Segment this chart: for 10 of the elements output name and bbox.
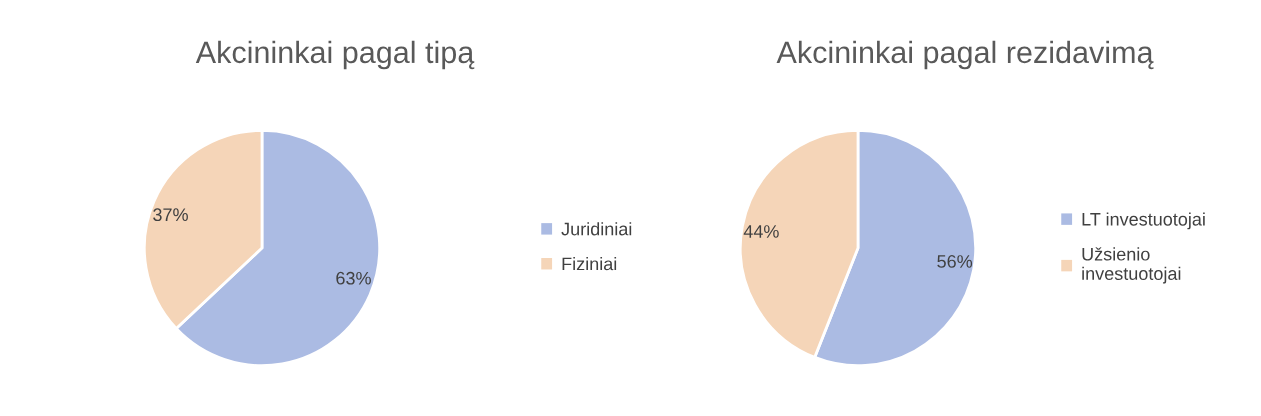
data-label: 56% <box>937 255 973 268</box>
data-label: 44% <box>743 225 779 238</box>
legend-label: LT investuotojai <box>1082 212 1205 230</box>
chart-title: Akcininkai pagal tipą <box>195 40 475 70</box>
chart-title: Akcininkai pagal rezidavimą <box>776 40 1154 70</box>
legend-label: Fiziniai <box>562 257 617 271</box>
data-label: 63% <box>336 271 371 285</box>
legend-label: Juridiniai <box>561 222 632 236</box>
legend-label: Užsienio investuotojai <box>1082 247 1181 284</box>
data-label: 37% <box>153 208 188 222</box>
